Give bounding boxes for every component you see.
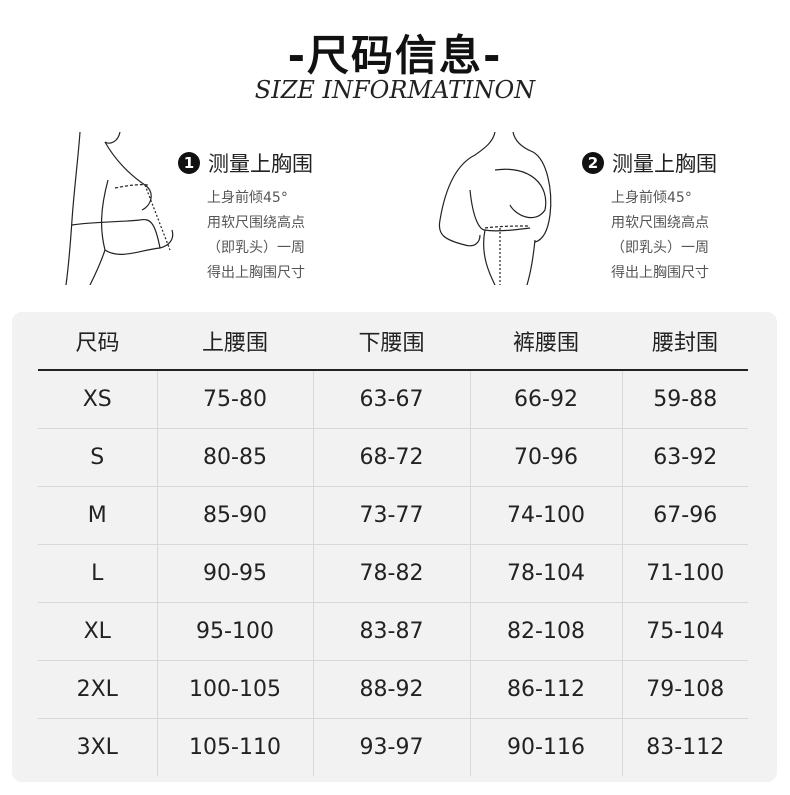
measurement-cell: 75-104 bbox=[621, 602, 748, 661]
measurement-cell: 71-100 bbox=[621, 544, 748, 603]
column-header: 腰封围 bbox=[622, 312, 748, 371]
measurement-cell: 78-104 bbox=[469, 544, 622, 603]
table-row: M 85-90 73-77 74-100 67-96 bbox=[38, 486, 748, 545]
step-2: 2 测量上胸围 上身前倾45° 用软尺围绕高点 （即乳头）一周 得出上胸围尺寸 bbox=[582, 148, 717, 286]
column-header: 上腰围 bbox=[157, 312, 313, 371]
measurement-cell: 73-77 bbox=[312, 486, 470, 545]
measurement-cell: 74-100 bbox=[469, 486, 622, 545]
table-row: XL 95-100 83-87 82-108 75-104 bbox=[38, 602, 748, 661]
column-header: 下腰围 bbox=[313, 312, 470, 371]
size-table-panel: 尺码 上腰围 下腰围 裤腰围 腰封围 XS 75-80 63-67 66-92 59-88 S 80… bbox=[12, 312, 777, 782]
step-number-badge: 1 bbox=[178, 152, 200, 174]
measurement-cell: 83-87 bbox=[312, 602, 470, 661]
measurement-cell: 100-105 bbox=[156, 660, 313, 719]
step-line: 上身前倾45° bbox=[611, 190, 692, 206]
table-header-row: 尺码 上腰围 下腰围 裤腰围 腰封围 bbox=[38, 312, 748, 371]
side-figure-illustration bbox=[65, 131, 174, 285]
measurement-cell: 90-116 bbox=[469, 718, 622, 776]
measurement-cell: 67-96 bbox=[621, 486, 748, 545]
table-row: 3XL 105-110 93-97 90-116 83-112 bbox=[38, 718, 748, 776]
step-1: 1 测量上胸围 上身前倾45° 用软尺围绕高点 （即乳头）一周 得出上胸围尺寸 bbox=[178, 148, 313, 286]
page-subtitle: SIZE INFORMATINON bbox=[254, 76, 536, 104]
size-label-cell: M bbox=[38, 486, 157, 545]
measurement-cell: 95-100 bbox=[156, 602, 313, 661]
step-line: 用软尺围绕高点 bbox=[611, 215, 709, 231]
step-line: （即乳头）一周 bbox=[207, 240, 305, 256]
table-row: S 80-85 68-72 70-96 63-92 bbox=[38, 428, 748, 487]
step-title: 测量上胸围 bbox=[208, 152, 313, 176]
measurement-cell: 80-85 bbox=[156, 428, 313, 487]
table-row: 2XL 100-105 88-92 86-112 79-108 bbox=[38, 660, 748, 719]
column-header: 尺码 bbox=[38, 312, 157, 371]
size-label-cell: XS bbox=[82, 387, 112, 412]
step-line: 用软尺围绕高点 bbox=[207, 215, 305, 231]
measurement-cell: 79-108 bbox=[621, 660, 748, 719]
size-label-cell: 2XL bbox=[38, 660, 157, 719]
page-title: -尺码信息- bbox=[287, 31, 503, 80]
measurement-cell: 75-80 bbox=[156, 370, 313, 429]
size-label-cell: 3XL bbox=[38, 718, 157, 776]
measurement-cell: 105-110 bbox=[156, 718, 313, 776]
measurement-cell: 63-92 bbox=[621, 428, 748, 487]
measurement-cell: 78-82 bbox=[312, 544, 470, 603]
table-row: XS 75-80 63-67 66-92 59-88 bbox=[38, 370, 748, 429]
step-line: 得出上胸围尺寸 bbox=[207, 265, 305, 281]
front-figure-illustration bbox=[438, 131, 552, 285]
size-label-cell: XL bbox=[38, 602, 157, 661]
step-title: 测量上胸围 bbox=[612, 152, 717, 176]
measurement-cell: 83-112 bbox=[621, 718, 748, 776]
measurement-cell: 82-108 bbox=[469, 602, 622, 661]
size-table: 尺码 上腰围 下腰围 裤腰围 腰封围 XS 75-80 63-67 66-92 59-88 S 80… bbox=[38, 312, 748, 776]
measurement-cell: 88-92 bbox=[312, 660, 470, 719]
measurement-cell: 70-96 bbox=[469, 428, 622, 487]
measurement-cell: 68-72 bbox=[312, 428, 470, 487]
step-line: （即乳头）一周 bbox=[611, 240, 709, 256]
column-header: 裤腰围 bbox=[470, 312, 622, 371]
step-number-badge: 2 bbox=[582, 152, 604, 174]
measurement-cell: 86-112 bbox=[469, 660, 622, 719]
size-label-cell: L bbox=[38, 544, 157, 603]
measurement-cell: 90-95 bbox=[156, 544, 313, 603]
measurement-cell: 93-97 bbox=[312, 718, 470, 776]
measurement-cell: 85-90 bbox=[156, 486, 313, 545]
table-row: L 90-95 78-82 78-104 71-100 bbox=[38, 544, 748, 603]
measurement-cell: 59-88 bbox=[621, 370, 748, 429]
measurement-cell: 66-92 bbox=[469, 370, 622, 429]
step-line: 得出上胸围尺寸 bbox=[611, 265, 709, 281]
size-label-cell: S bbox=[38, 428, 157, 487]
step-line: 上身前倾45° bbox=[207, 190, 288, 206]
measurement-cell: 63-67 bbox=[312, 370, 470, 429]
